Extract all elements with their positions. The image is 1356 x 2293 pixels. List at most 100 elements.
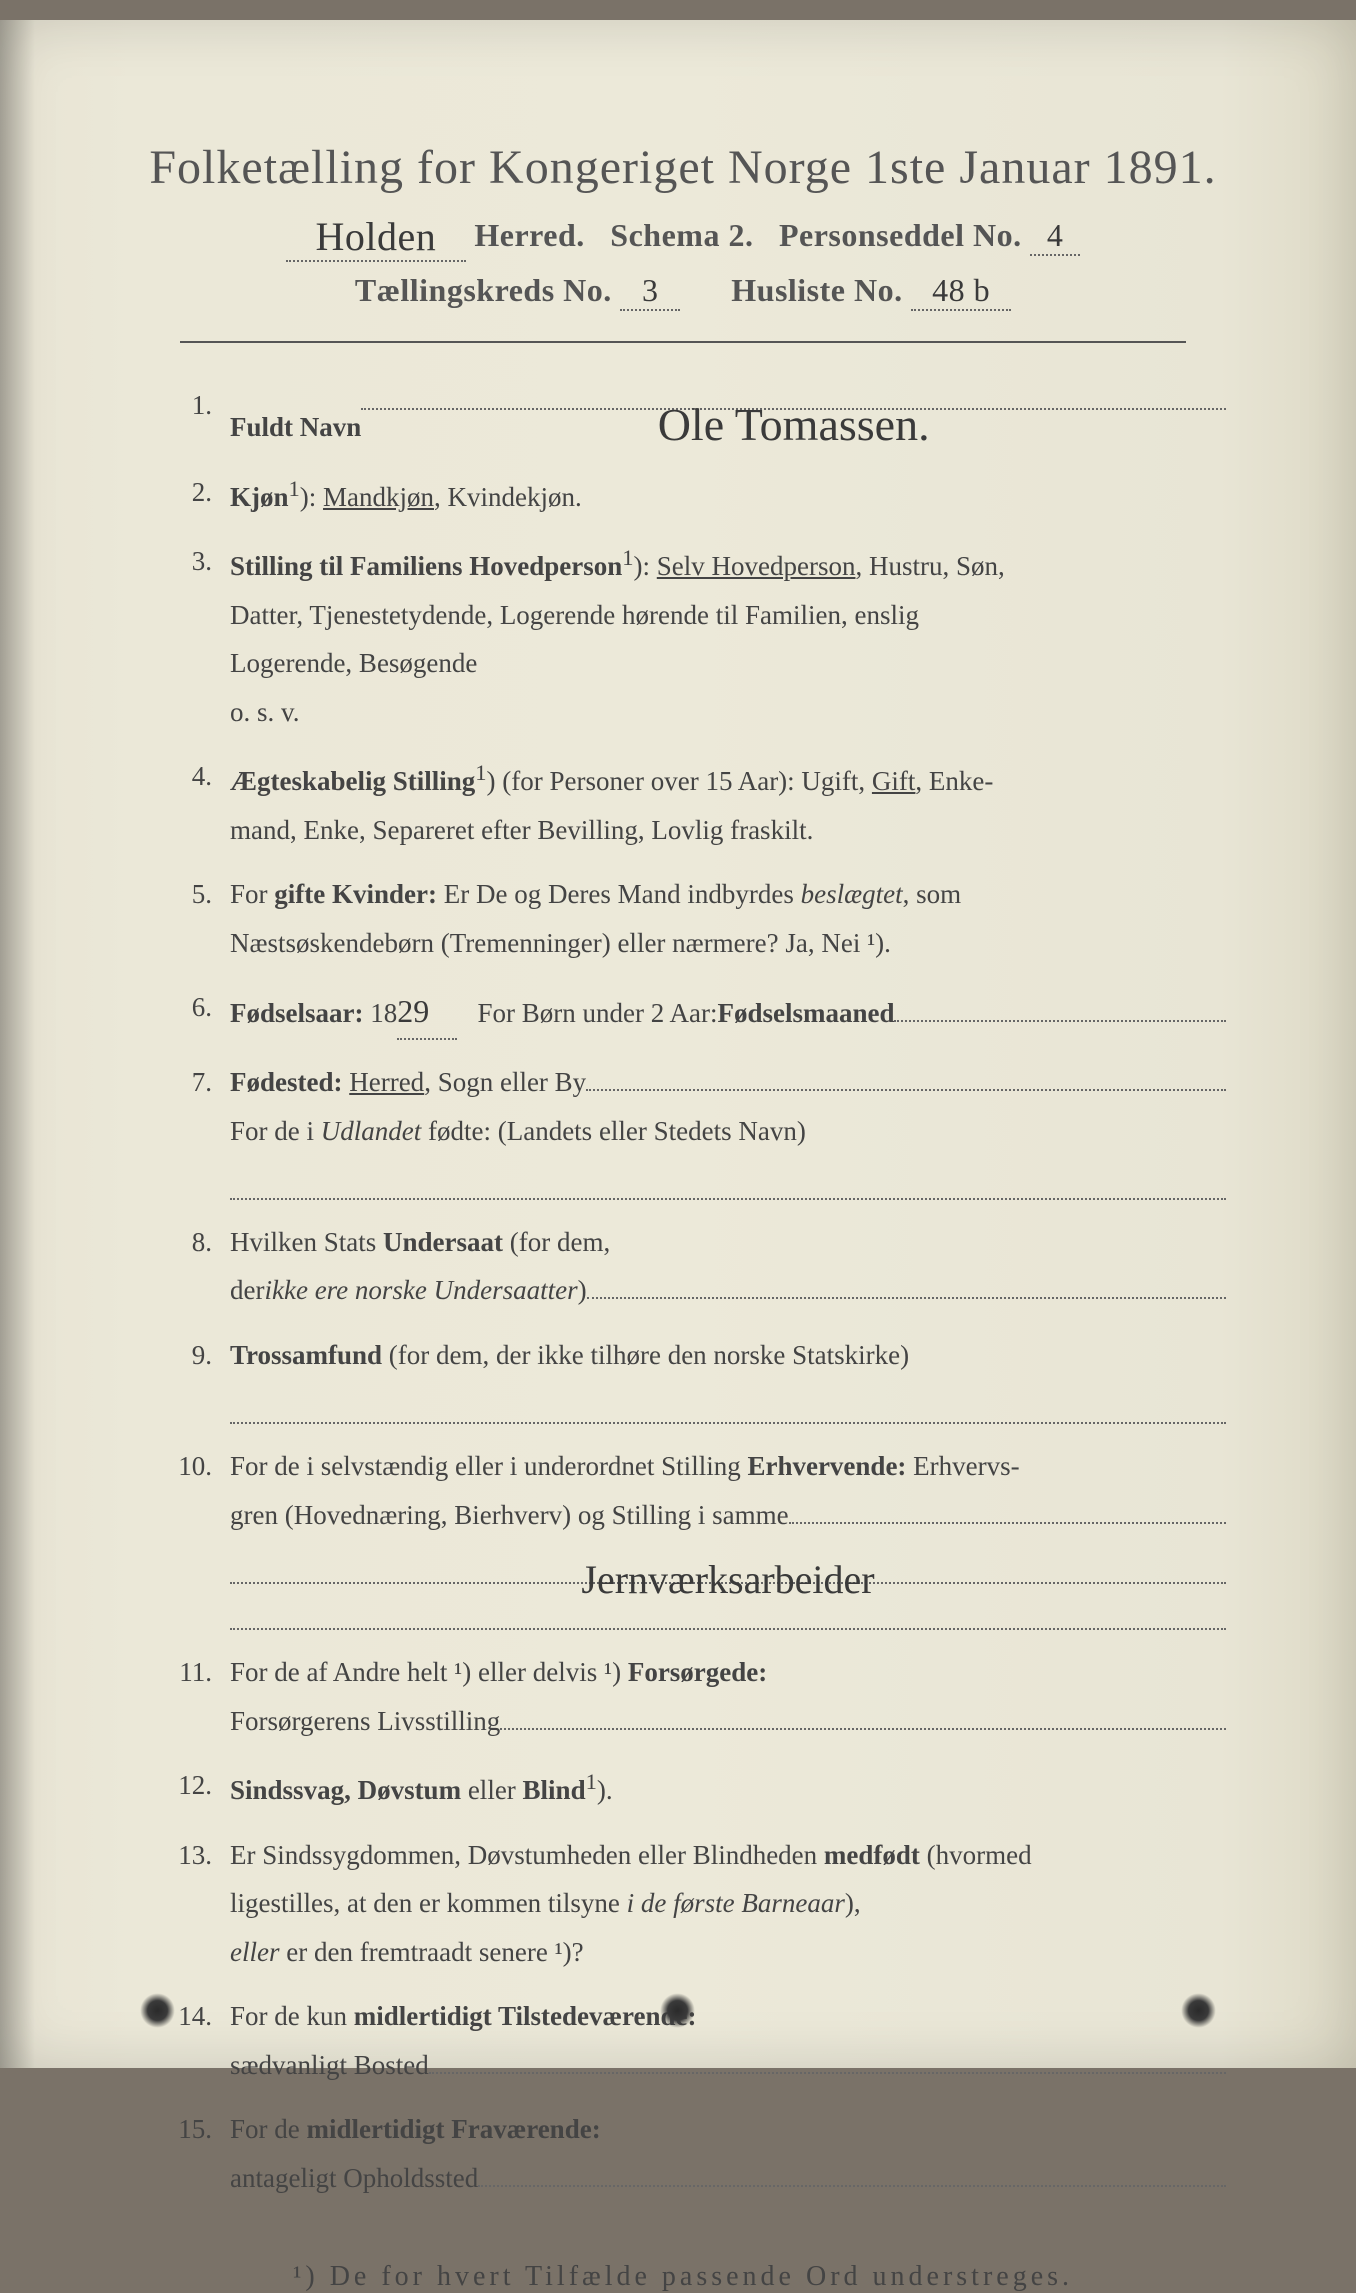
husliste-label: Husliste No.: [731, 272, 902, 308]
cont-line: Logerende, Besøgende: [230, 641, 1226, 686]
text: For: [230, 879, 274, 909]
entry-2: 2. Kjøn1): Mandkjøn, Kvindekjøn.: [170, 470, 1226, 520]
italic-text: Udlandet: [321, 1116, 422, 1146]
italic-text: i de første Barneaar: [627, 1888, 845, 1918]
cont-line: Datter, Tjenestetydende, Logerende høren…: [230, 593, 1226, 638]
binding-hole: [1181, 1993, 1216, 2028]
entry-8: 8. Hvilken Stats Undersaat (for dem, der…: [170, 1220, 1226, 1313]
cont-line: o. s. v.: [230, 690, 1226, 735]
field-label2: Blind: [523, 1775, 586, 1805]
entry-num: 4.: [170, 754, 230, 852]
entry-6: 6. Fødselsaar: 1829 For Børn under 2 Aar…: [170, 985, 1226, 1040]
entry-5: 5. For gifte Kvinder: Er De og Deres Man…: [170, 872, 1226, 965]
entry-num: 10.: [170, 1444, 230, 1630]
cont-line: ligestilles, at den er kommen tilsyne i …: [230, 1881, 1226, 1926]
cont-line: mand, Enke, Separeret efter Bevilling, L…: [230, 808, 1226, 853]
footnote-mark: 1: [289, 476, 300, 501]
entry-9: 9. Trossamfund (for dem, der ikke tilhør…: [170, 1333, 1226, 1424]
field-label: Fuldt Navn: [230, 405, 361, 450]
birth-year-value: 29: [397, 985, 457, 1040]
header-line2: Holden Herred. Schema 2. Personseddel No…: [100, 209, 1266, 258]
footnote-mark: 1: [586, 1769, 597, 1794]
entry-content: Kjøn1): Mandkjøn, Kvindekjøn.: [230, 470, 1226, 520]
cont-line: eller er den fremtraadt senere ¹)?: [230, 1930, 1226, 1975]
text: (for dem, der ikke tilhøre den norske St…: [382, 1340, 909, 1370]
text: antageligt Opholdssted: [230, 2156, 478, 2201]
text: gren (Hovednæring, Bierhverv) og Stillin…: [230, 1493, 789, 1538]
cont-line: For de i Udlandet fødte: (Landets eller …: [230, 1109, 1226, 1154]
form-title: Folketælling for Kongeriget Norge 1ste J…: [100, 140, 1266, 195]
kreds-label: Tællingskreds No.: [355, 272, 612, 308]
entry-content: Fødested: Herred, Sogn eller By For de i…: [230, 1060, 1226, 1200]
text: Er De og Deres Mand indbyrdes: [437, 879, 801, 909]
entry-content: Trossamfund (for dem, der ikke tilhøre d…: [230, 1333, 1226, 1424]
blank-line: [894, 995, 1226, 1022]
field-label: gifte Kvinder:: [274, 879, 437, 909]
entry-10: 10. For de i selvstændig eller i underor…: [170, 1444, 1226, 1630]
text: ) (for Personer over 15 Aar): Ugift,: [487, 766, 872, 796]
field-label: Kjøn: [230, 482, 289, 512]
field-label: Erhvervende:: [747, 1451, 906, 1481]
footnote: ¹) De for hvert Tilfælde passende Ord un…: [100, 2261, 1266, 2293]
cont-line: Næstsøskendebørn (Tremenninger) eller næ…: [230, 921, 1226, 966]
personseddel-label: Personseddel No.: [779, 217, 1022, 253]
entry-14: 14. For de kun midlertidigt Tilstedevære…: [170, 1994, 1226, 2087]
entry-num: 15.: [170, 2107, 230, 2200]
entry-num: 12.: [170, 1763, 230, 1813]
entry-num: 3.: [170, 539, 230, 734]
cont-line: sædvanligt Bosted: [230, 2043, 1226, 2088]
cont-line: antageligt Opholdssted: [230, 2156, 1226, 2201]
field-label: Stilling til Familiens Hovedperson: [230, 551, 622, 581]
text: ).: [597, 1775, 613, 1805]
personseddel-value: 4: [1030, 217, 1080, 256]
field-label: Trossamfund: [230, 1340, 382, 1370]
blank-line: [789, 1497, 1226, 1524]
text: ):: [634, 551, 657, 581]
entry-num: 2.: [170, 470, 230, 520]
census-form-page: Folketælling for Kongeriget Norge 1ste J…: [0, 20, 1356, 2068]
text: For de: [230, 2114, 307, 2144]
selected-gender: Mandkjøn: [323, 482, 434, 512]
text: er den fremtraadt senere ¹)?: [279, 1937, 583, 1967]
field-label2: Fødselsmaaned: [717, 991, 894, 1036]
header-line3: Tællingskreds No. 3 Husliste No. 48 b: [100, 272, 1266, 311]
blank-line: [230, 1384, 1226, 1425]
entry-13: 13. Er Sindssygdommen, Døvstumheden elle…: [170, 1833, 1226, 1975]
entry-num: 1.: [170, 383, 230, 450]
text: Er Sindssygdommen, Døvstumheden eller Bl…: [230, 1840, 824, 1870]
blank-line: [500, 1703, 1226, 1730]
entry-content: Fødselsaar: 1829 For Børn under 2 Aar: F…: [230, 985, 1226, 1040]
blank-line: [586, 1064, 1226, 1091]
form-header: Folketælling for Kongeriget Norge 1ste J…: [100, 140, 1266, 311]
text: , Enke-: [915, 766, 993, 796]
text: For de i: [230, 1116, 321, 1146]
entry-num: 7.: [170, 1060, 230, 1200]
italic-text: eller: [230, 1937, 279, 1967]
blank-line: [587, 1272, 1226, 1299]
entry-num: 6.: [170, 985, 230, 1040]
entry-7: 7. Fødested: Herred, Sogn eller By For d…: [170, 1060, 1226, 1200]
binding-hole: [140, 1993, 175, 2028]
name-value-line: Ole Tomassen.: [361, 383, 1226, 410]
entry-content: Ægteskabelig Stilling1) (for Personer ov…: [230, 754, 1226, 852]
text: eller: [461, 1775, 522, 1805]
entry-content: For de midlertidigt Fraværende: antageli…: [230, 2107, 1226, 2200]
entry-num: 11.: [170, 1650, 230, 1743]
field-label: Fødested:: [230, 1060, 342, 1105]
text: ): [578, 1268, 587, 1313]
field-label: Undersaat: [383, 1227, 503, 1257]
entry-num: 9.: [170, 1333, 230, 1424]
entry-content: Fuldt Navn Ole Tomassen.: [230, 383, 1226, 450]
entry-content: For de af Andre helt ¹) eller delvis ¹) …: [230, 1650, 1226, 1743]
text: For de af Andre helt ¹) eller delvis ¹): [230, 1657, 628, 1687]
blank-line: [478, 2160, 1226, 2187]
full-name-value: Ole Tomassen.: [652, 387, 936, 463]
selected-relation: Selv Hovedperson: [657, 551, 856, 581]
occupation-line: Jernværksarbeider: [230, 1543, 1226, 1584]
occupation-value: Jernværksarbeider: [575, 1547, 880, 1613]
italic-text: beslægtet: [801, 879, 903, 909]
herred-label: Herred.: [474, 217, 584, 253]
blank-line: [230, 1159, 1226, 1200]
text: , Sogn eller By: [424, 1060, 586, 1105]
kreds-value: 3: [620, 272, 680, 311]
